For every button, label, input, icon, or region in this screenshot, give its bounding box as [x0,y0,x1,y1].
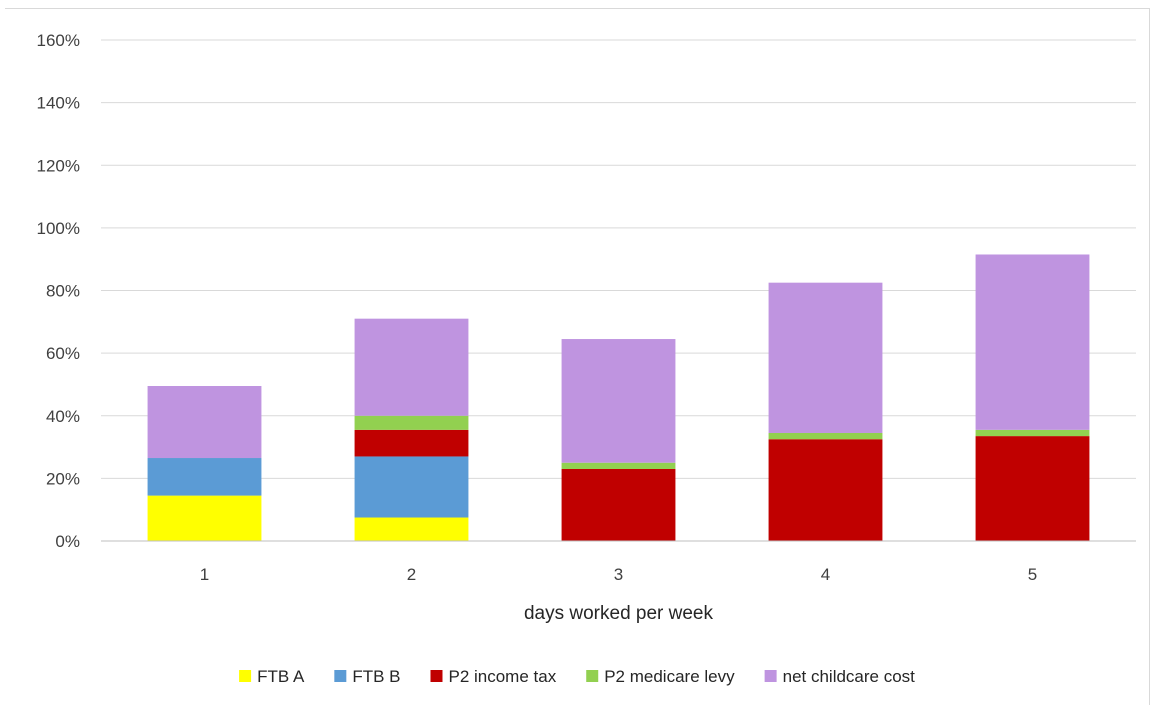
bar-1-net-childcare-cost [147,386,262,459]
legend-label: P2 income tax [448,667,556,686]
x-tick-label: 3 [614,565,623,584]
bar-2-ftb-b [354,456,469,518]
legend-label: P2 medicare levy [604,667,735,686]
x-tick-label: 5 [1028,565,1037,584]
bar-5-p2-medicare-levy [975,429,1090,437]
y-tick-label: 100% [37,219,80,238]
bar-5-p2-income-tax [975,436,1090,541]
x-tick-label: 1 [200,565,209,584]
bar-2-p2-income-tax [354,429,469,457]
legend-swatch [586,670,599,682]
y-tick-label: 20% [46,469,80,488]
bar-4-net-childcare-cost [768,282,883,433]
bar-3-p2-income-tax [561,468,676,541]
x-tick-label: 4 [821,565,830,584]
bar-4-p2-medicare-levy [768,432,883,440]
legend: FTB A FTB B P2 income tax P2 medicare levy n… [239,667,915,686]
legend-swatch [239,670,252,682]
legend-label: FTB B [352,667,400,686]
legend-label: FTB A [257,667,305,686]
legend-label: net childcare cost [783,667,916,686]
bar-3-net-childcare-cost [561,339,676,463]
y-tick-label: 160% [37,31,80,50]
y-tick-label: 140% [37,94,80,113]
bar-1-ftb-a [147,495,262,541]
y-tick-label: 40% [46,407,80,426]
bars [147,254,1090,541]
bar-2-ftb-a [354,517,469,541]
bar-3-p2-medicare-levy [561,462,676,469]
bar-5-net-childcare-cost [975,254,1090,430]
chart-area: 0% 20% 40% 60% 80% 100% 120% 140% 160% 1 2 3 4 5 days… [5,8,1150,705]
y-tick-label: 120% [37,156,80,175]
bar-2-net-childcare-cost [354,318,469,416]
x-tick-label: 2 [407,565,416,584]
y-tick-label: 0% [55,532,80,551]
legend-swatch [764,670,777,682]
y-tick-label: 80% [46,282,80,301]
axes: 0% 20% 40% 60% 80% 100% 120% 140% 160% 1 2 3 4 5 [37,31,1136,584]
legend-swatch [430,670,443,682]
bar-1-ftb-b [147,458,262,496]
y-tick-label: 60% [46,344,80,363]
bar-4-p2-income-tax [768,439,883,541]
x-axis-title: days worked per week [524,603,714,624]
bar-2-p2-medicare-levy [354,415,469,430]
legend-swatch [334,670,347,682]
chart-svg: 0% 20% 40% 60% 80% 100% 120% 140% 160% 1 2 3 4 5 days… [37,31,1136,686]
